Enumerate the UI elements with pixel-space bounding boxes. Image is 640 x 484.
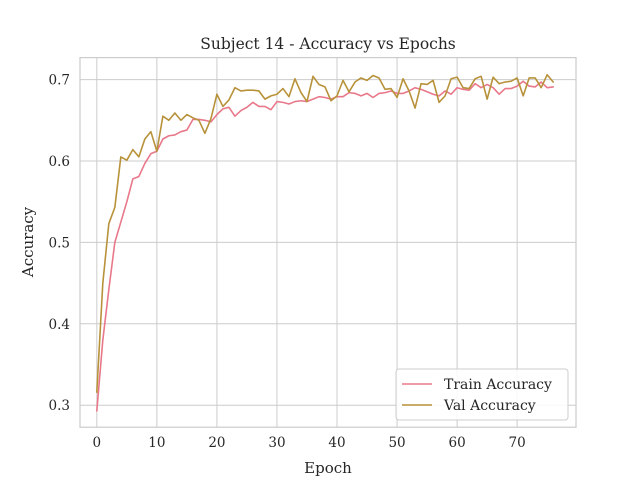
series-line-train-accuracy [96,80,554,412]
y-axis-tick-labels: 0.3 0.4 0.5 0.6 0.7 [49,73,70,415]
series-line-val-accuracy [96,73,554,393]
x-axis-label: Epoch [304,459,352,477]
x-tick-label: 60 [449,435,466,451]
legend-box [395,368,569,421]
x-tick-label: 20 [208,435,225,451]
y-axis-label: Accuracy [19,206,37,278]
chart-title: Subject 14 - Accuracy vs Epochs [200,35,456,53]
series-layer [96,73,554,412]
x-tick-label: 0 [93,435,102,451]
x-tick-label: 30 [268,435,285,451]
y-tick-label: 0.5 [49,235,70,251]
y-tick-label: 0.6 [49,154,70,170]
x-tick-label: 50 [388,435,405,451]
legend-label-train-accuracy: Train Accuracy [444,377,552,393]
y-tick-label: 0.4 [49,317,70,333]
plot-border [79,56,577,428]
x-axis-tick-labels: 0 10 20 30 40 50 60 70 [93,435,526,451]
legend-label-val-accuracy: Val Accuracy [443,398,536,414]
legend: Train Accuracy Val Accuracy [395,368,569,421]
y-tick-label: 0.3 [49,398,70,414]
x-tick-label: 10 [148,435,165,451]
grid-lines [80,57,576,428]
y-tick-label: 0.7 [49,73,70,89]
x-tick-label: 70 [509,435,526,451]
x-tick-label: 40 [328,435,345,451]
plot-area [79,56,577,428]
